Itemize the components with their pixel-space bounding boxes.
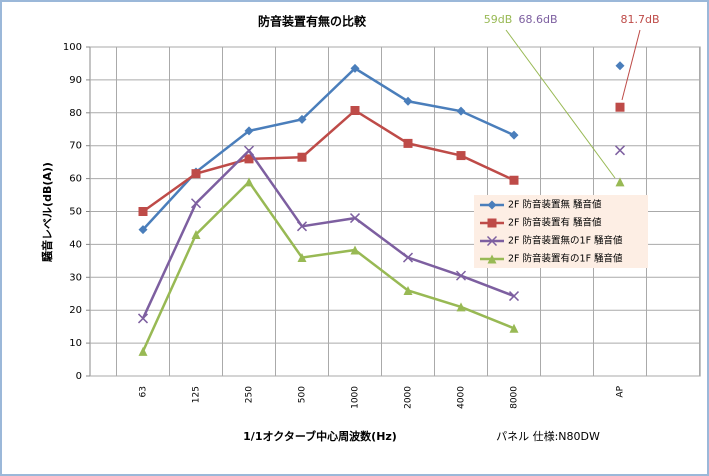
- marker: [487, 254, 497, 264]
- marker: [509, 130, 519, 140]
- note: パネル 仕様:N80DW: [496, 429, 600, 443]
- leader-line: [505, 29, 616, 179]
- y-tick-label: 100: [63, 42, 82, 53]
- marker: [403, 138, 413, 148]
- marker: [614, 145, 626, 156]
- leader-line: [621, 29, 641, 101]
- data-label: 59dB: [484, 13, 513, 26]
- marker: [138, 207, 148, 216]
- y-tick-label: 0: [76, 371, 82, 382]
- marker: [349, 213, 361, 224]
- marker: [509, 323, 519, 333]
- y-tick-label: 20: [69, 305, 82, 316]
- x-tick-label: 125: [192, 386, 202, 403]
- x-tick-label: 8000: [510, 386, 520, 409]
- marker: [403, 96, 413, 106]
- marker: [138, 346, 148, 356]
- marker: [190, 198, 202, 209]
- marker: [403, 285, 413, 295]
- y-axis-label: 騒音レベル(dB(A)): [40, 162, 54, 262]
- marker: [191, 169, 201, 179]
- marker: [244, 154, 254, 164]
- x-tick-label: 1000: [351, 386, 361, 409]
- y-tick-label: 10: [69, 338, 82, 349]
- marker: [456, 151, 466, 161]
- marker: [456, 302, 466, 312]
- marker: [486, 235, 498, 247]
- marker: [297, 253, 307, 263]
- marker: [191, 230, 201, 240]
- data-label: 81.7dB: [620, 13, 659, 26]
- legend-label: 2F 防音装置無の1F 騒音値: [508, 235, 623, 247]
- marker: [455, 270, 467, 281]
- marker: [456, 106, 466, 116]
- chart-title: 防音装置有無の比較: [258, 14, 367, 29]
- y-tick-label: 60: [69, 174, 82, 185]
- x-tick-label: 500: [298, 386, 308, 403]
- marker: [297, 114, 307, 124]
- x-tick-label: 250: [245, 386, 255, 403]
- x-tick-label: 63: [139, 386, 149, 397]
- legend-box: [474, 195, 648, 268]
- marker: [487, 218, 497, 228]
- y-tick-label: 70: [69, 141, 82, 152]
- y-tick-label: 40: [69, 239, 82, 250]
- marker: [244, 126, 254, 136]
- y-tick-label: 80: [69, 108, 82, 119]
- marker: [244, 177, 254, 187]
- marker: [615, 102, 625, 112]
- marker: [402, 252, 414, 263]
- marker: [350, 105, 360, 115]
- x-tick-label: 2000: [404, 386, 414, 409]
- marker: [508, 291, 520, 302]
- x-tick-label: 4000: [457, 386, 467, 409]
- y-tick-label: 30: [69, 272, 82, 283]
- marker: [350, 63, 360, 73]
- marker: [615, 61, 625, 71]
- marker: [138, 225, 148, 235]
- marker: [509, 175, 519, 185]
- marker: [350, 245, 360, 255]
- legend-label: 2F 防音装置無 騒音値: [508, 199, 602, 211]
- legend-label: 2F 防音装置有の1F 騒音値: [508, 253, 623, 265]
- marker: [296, 221, 308, 232]
- y-tick-label: 90: [69, 75, 82, 86]
- marker: [487, 200, 497, 210]
- marker: [297, 152, 307, 162]
- data-label: 68.6dB: [518, 13, 557, 26]
- x-tick-label: AP: [616, 385, 626, 397]
- marker: [137, 313, 149, 324]
- x-axis-label: 1/1オクターブ中心周波数(Hz): [243, 429, 397, 443]
- legend-label: 2F 防音装置有 騒音値: [508, 217, 602, 229]
- y-tick-label: 50: [69, 207, 82, 218]
- marker: [243, 145, 255, 156]
- marker: [615, 177, 625, 187]
